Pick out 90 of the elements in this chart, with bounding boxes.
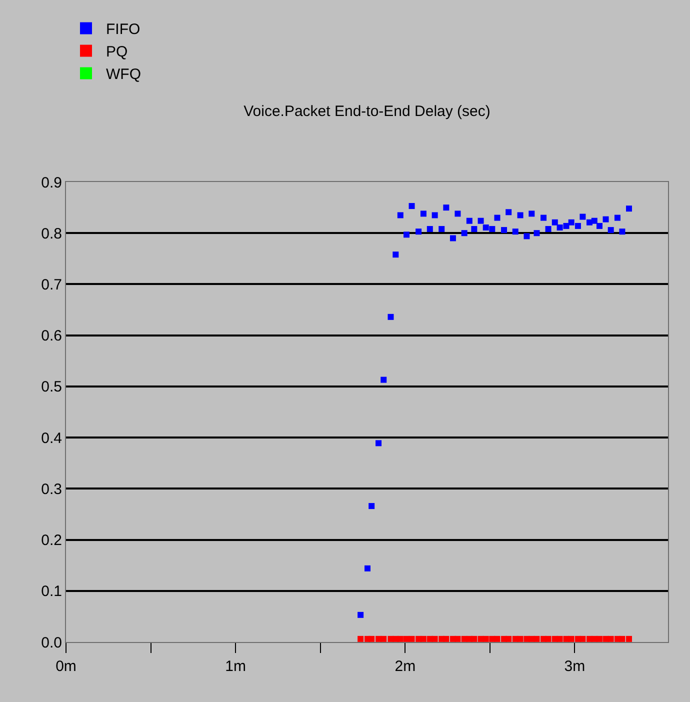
y-tick-label: 0.9 [41,174,62,192]
point [619,636,626,642]
y-tick-label: 0.8 [41,225,62,242]
x-tick-label: 2m [394,658,416,675]
y-tick-label: 0.4 [41,430,62,447]
point [580,214,586,220]
point [471,226,478,232]
point [482,636,489,642]
point [420,210,426,217]
point [528,636,535,642]
point [506,636,512,642]
point [574,222,581,229]
point [524,233,530,240]
point [506,209,512,216]
legend-label: PQ [106,44,128,61]
point [556,224,563,230]
point [626,636,632,642]
y-tick-label: 0.2 [41,532,62,550]
x-tick-label: 0m [56,658,76,675]
point [368,636,375,642]
point [482,224,489,230]
point [420,636,426,642]
point [596,222,602,229]
point [608,636,614,642]
point [450,235,456,242]
point [358,636,364,642]
point [438,226,445,232]
point [471,636,478,642]
point [388,314,394,320]
point [408,203,415,210]
legend-label: WFQ [106,66,141,84]
point [517,212,524,218]
point [591,218,598,224]
y-tick-label: 0.7 [41,276,62,294]
point [461,230,468,236]
point [528,210,535,217]
point [512,228,518,235]
point [568,636,574,642]
point [580,636,586,642]
point [596,636,602,642]
point [494,214,500,221]
point [619,228,626,235]
point [540,214,547,221]
point [534,230,540,236]
point [404,232,410,238]
point [501,227,508,234]
x-tick-label: 3m [564,658,586,675]
point [602,216,609,222]
point [534,636,540,642]
point [392,252,399,258]
point [545,226,552,232]
point [432,636,438,642]
point [608,227,614,234]
point [397,636,404,642]
point [358,612,364,618]
point [443,636,450,642]
y-tick-label: 0.1 [41,583,62,600]
point [545,636,552,642]
point [626,206,632,212]
point [380,636,387,642]
point [408,636,415,642]
point [376,440,382,446]
point [489,226,496,232]
point [380,376,387,383]
point [432,212,438,218]
point [556,636,563,642]
y-tick-label: 0.0 [41,634,62,652]
point [478,218,484,224]
y-tick-label: 0.6 [41,328,62,345]
y-tick-label: 0.5 [41,378,62,396]
chart-title: Voice.Packet End-to-End Delay (sec) [244,103,490,120]
point [368,503,375,510]
point [568,219,574,226]
point [552,219,558,226]
point [364,565,371,572]
point [517,636,524,642]
point [404,636,410,642]
y-tick-label: 0.3 [41,480,62,498]
legend-label: FIFO [106,21,140,38]
point [494,636,500,642]
point [397,212,404,218]
point [443,204,450,211]
point [466,218,472,224]
point [416,228,422,235]
point [454,636,461,642]
point [454,210,461,217]
point [426,226,433,232]
point [614,214,620,221]
x-tick-label: 1m [225,658,246,675]
point [563,222,570,229]
